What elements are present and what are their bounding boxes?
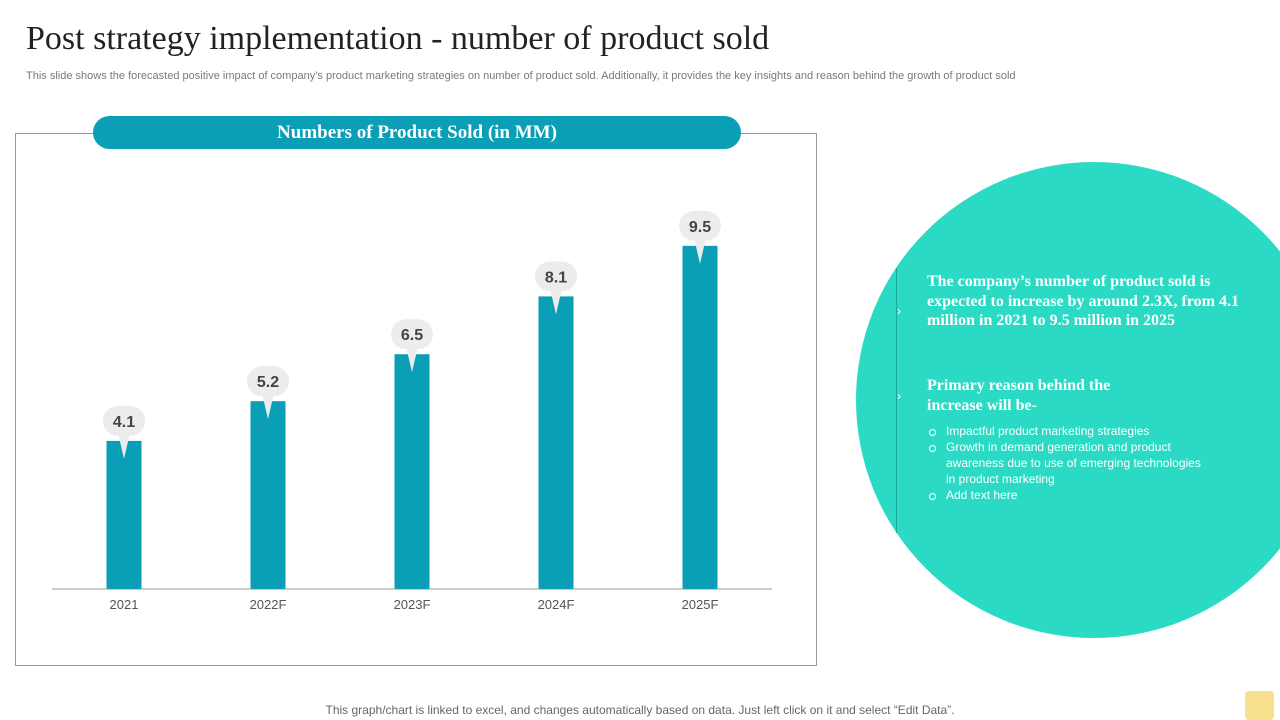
data-label: 9.5 [689, 219, 711, 236]
chevron-right-icon: › [897, 304, 901, 318]
bar [250, 401, 286, 589]
bar [394, 354, 430, 589]
bar [106, 440, 142, 589]
bar [682, 245, 718, 589]
insight-point-growth: The company’s number of product sold is … [927, 273, 1239, 329]
page-title: Post strategy implementation - number of… [26, 20, 770, 57]
list-item: Growth in demand generation and product … [928, 439, 1208, 487]
data-label: 4.1 [113, 414, 135, 431]
chevron-right-icon: › [897, 389, 901, 403]
page-subtitle: This slide shows the forecasted positive… [26, 70, 1016, 82]
data-label-pointer [694, 237, 706, 264]
x-tick-label: 2025F [682, 597, 719, 612]
data-label: 5.2 [257, 374, 279, 391]
data-label-bubble [679, 210, 721, 241]
footer-note: This graph/chart is linked to excel, and… [325, 703, 955, 717]
data-label: 8.1 [545, 269, 567, 286]
x-tick-label: 2024F [538, 597, 575, 612]
data-label-bubble [391, 319, 433, 350]
reason-bullet-list: Impactful product marketing strategies G… [928, 423, 1208, 503]
data-label-pointer [550, 288, 562, 315]
insight-divider-line [896, 268, 897, 533]
list-item: Impactful product marketing strategies [928, 423, 1208, 439]
data-label-bubble [535, 261, 577, 292]
x-tick-label: 2022F [250, 597, 287, 612]
data-label-bubble [247, 366, 289, 397]
data-label: 6.5 [401, 327, 423, 344]
bar [538, 296, 574, 589]
data-label-pointer [262, 393, 274, 420]
data-label-bubble [103, 405, 145, 436]
data-label-pointer [118, 432, 130, 459]
chart-title: Numbers of Product Sold (in MM) [93, 116, 741, 149]
data-label-pointer [406, 346, 418, 373]
x-tick-label: 2021 [110, 597, 139, 612]
corner-tab [1245, 691, 1274, 720]
x-tick-label: 2023F [394, 597, 431, 612]
insight-point-reason: Primary reason behind the increase will … [927, 377, 1111, 414]
insight-circle [856, 162, 1280, 638]
list-item: Add text here [928, 487, 1208, 503]
